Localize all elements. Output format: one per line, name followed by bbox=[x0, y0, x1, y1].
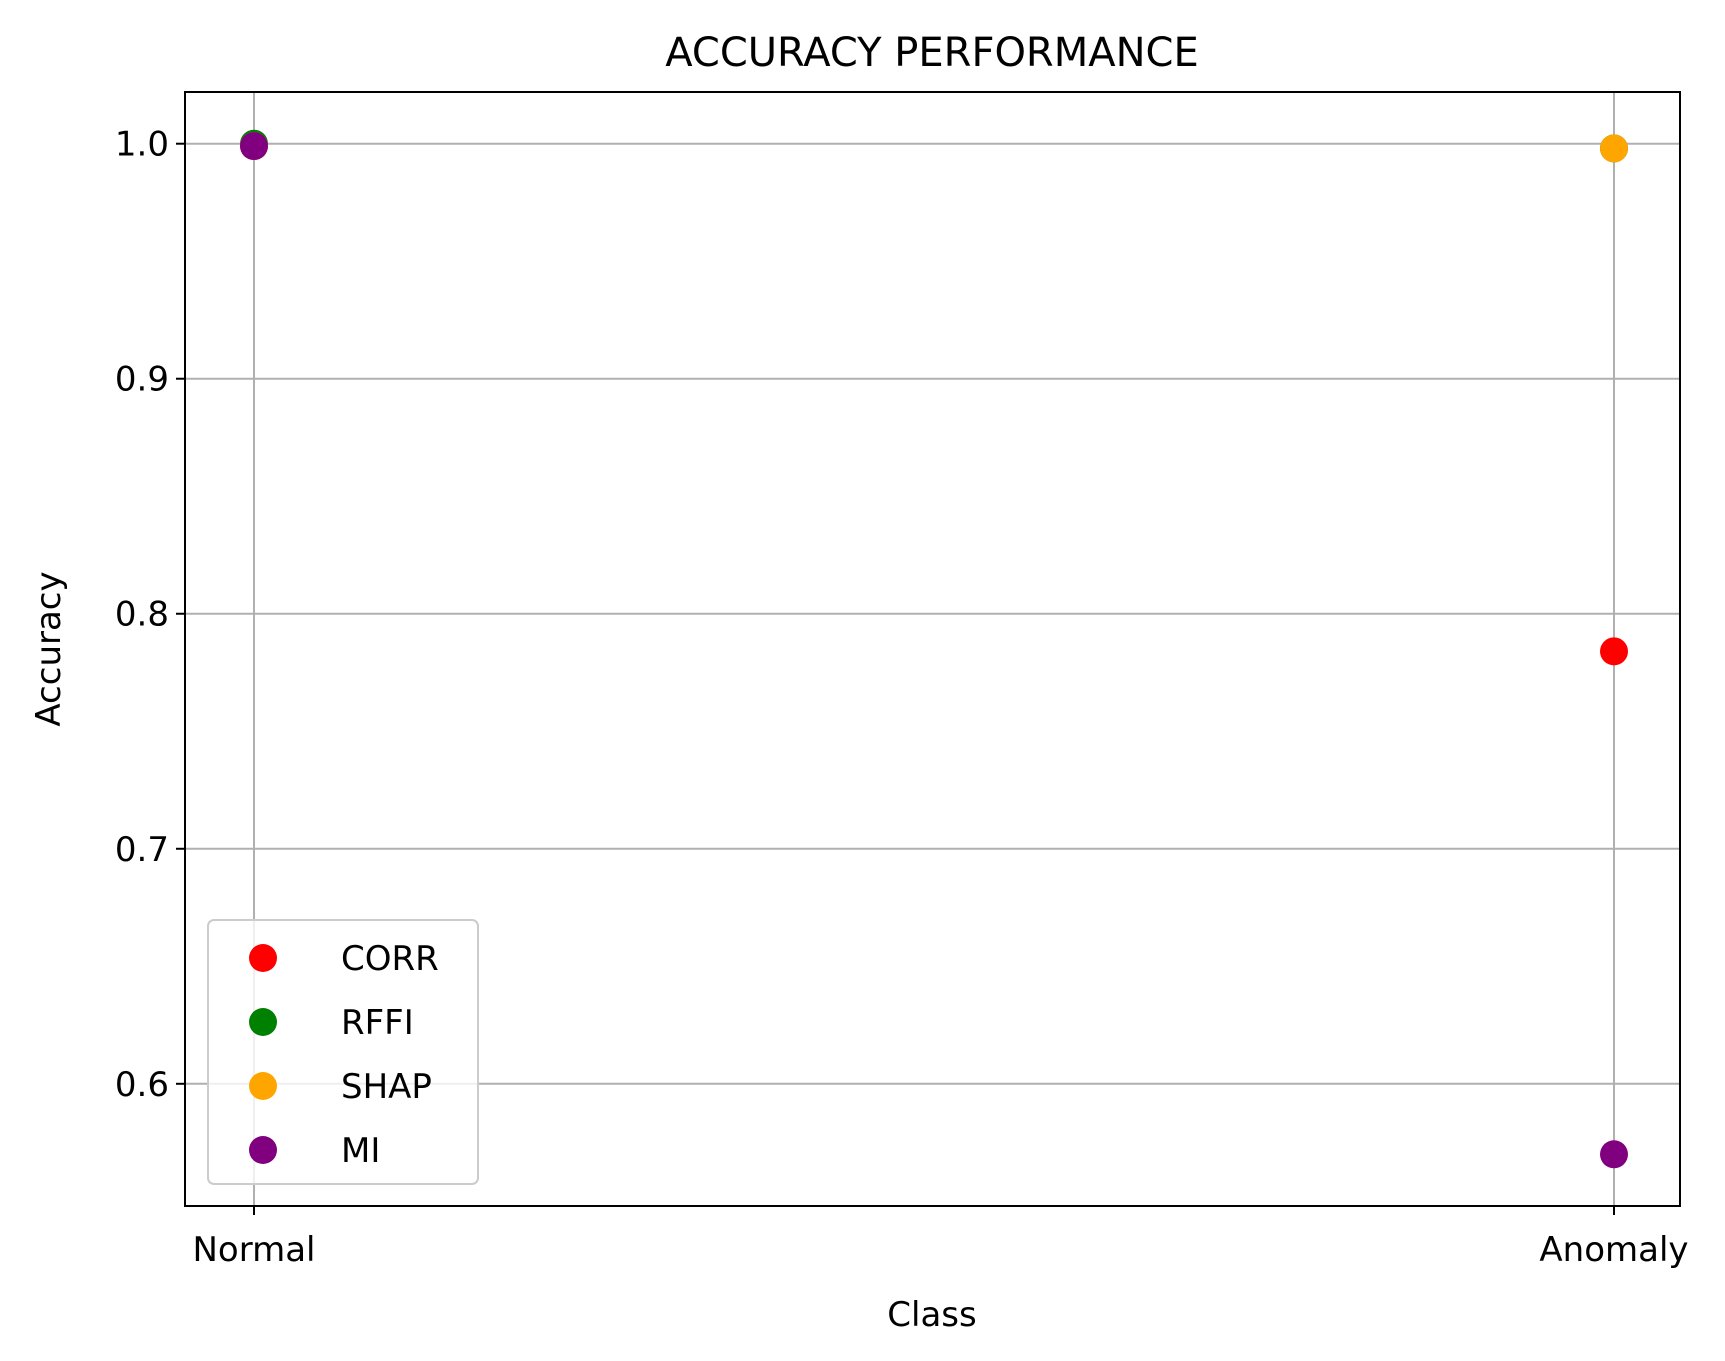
legend-label-rffi: RFFI bbox=[341, 1003, 414, 1043]
chart-title: ACCURACY PERFORMANCE bbox=[665, 30, 1198, 76]
legend-marker-mi bbox=[249, 1136, 277, 1164]
y-axis: 0.6 0.7 0.8 0.9 1.0 bbox=[115, 125, 185, 1105]
data-points bbox=[240, 129, 1628, 1169]
y-tick-label: 0.9 bbox=[115, 360, 169, 400]
legend-marker-rffi bbox=[249, 1008, 277, 1036]
legend: CORR RFFI SHAP MI bbox=[207, 919, 479, 1185]
y-tick-label: 0.7 bbox=[115, 830, 169, 870]
legend-label-corr: CORR bbox=[341, 939, 439, 979]
x-axis: Normal Anomaly bbox=[192, 1206, 1689, 1270]
x-tick-label: Anomaly bbox=[1539, 1230, 1688, 1270]
legend-label-shap: SHAP bbox=[341, 1067, 432, 1107]
y-axis-label: Accuracy bbox=[29, 571, 69, 726]
legend-box bbox=[207, 919, 479, 1185]
point-mi-normal bbox=[240, 132, 268, 161]
legend-label-mi: MI bbox=[341, 1131, 380, 1171]
legend-marker-corr bbox=[249, 944, 277, 972]
point-shap-anomaly bbox=[1600, 134, 1628, 163]
y-tick-label: 0.8 bbox=[115, 595, 169, 635]
plot-frame bbox=[184, 91, 1681, 1207]
x-tick-label: Normal bbox=[192, 1230, 315, 1270]
point-mi-anomaly bbox=[1600, 1140, 1628, 1169]
y-tick-label: 0.6 bbox=[115, 1065, 169, 1105]
x-axis-label: Class bbox=[887, 1295, 976, 1335]
point-corr-anomaly bbox=[1600, 637, 1628, 666]
legend-marker-shap bbox=[249, 1072, 277, 1100]
y-tick-label: 1.0 bbox=[115, 125, 169, 165]
